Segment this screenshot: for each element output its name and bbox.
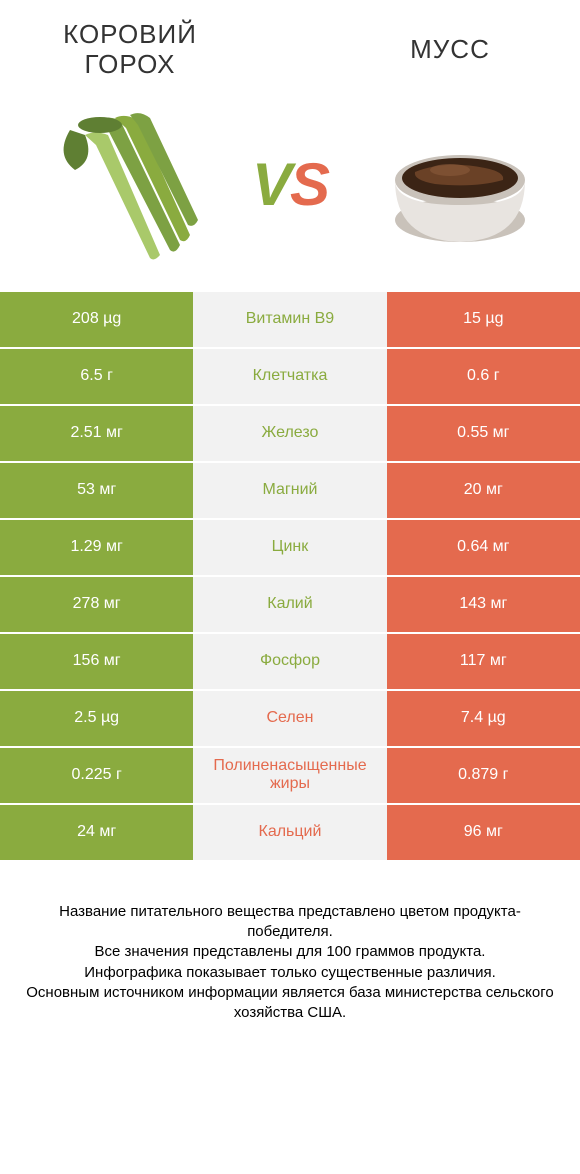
right-image [370,100,550,270]
value-left: 53 мг [0,463,193,518]
value-left: 278 мг [0,577,193,632]
value-right: 0.879 г [387,748,580,803]
footer-line: Инфографика показывает только существенн… [20,963,560,983]
nutrient-label: Витамин B9 [193,292,386,347]
value-left: 156 мг [0,634,193,689]
value-right: 15 µg [387,292,580,347]
value-right: 143 мг [387,577,580,632]
comparison-table: 208 µgВитамин B915 µg6.5 гКлетчатка0.6 г… [0,290,580,862]
value-right: 0.6 г [387,349,580,404]
value-right: 0.64 мг [387,520,580,575]
images-row: VS [0,90,580,290]
table-row: 24 мгКальций96 мг [0,805,580,862]
vs-v: V [252,151,290,218]
value-right: 20 мг [387,463,580,518]
value-left: 6.5 г [0,349,193,404]
vs-s: S [290,151,328,218]
nutrient-label: Кальций [193,805,386,860]
footer-line: Основным источником информации является … [20,983,560,1024]
title-right: МУСС [350,35,550,65]
green-beans-icon [30,100,210,270]
table-row: 0.225 гПолиненасыщенные жиры0.879 г [0,748,580,805]
nutrient-label: Фосфор [193,634,386,689]
value-left: 0.225 г [0,748,193,803]
nutrient-label: Клетчатка [193,349,386,404]
value-right: 7.4 µg [387,691,580,746]
value-left: 208 µg [0,292,193,347]
nutrient-label: Полиненасыщенные жиры [193,748,386,803]
footer-notes: Название питательного вещества представл… [0,862,580,1024]
title-left: КОРОВИЙ ГОРОХ [30,20,230,80]
left-image [30,100,210,270]
value-left: 2.5 µg [0,691,193,746]
value-right: 0.55 мг [387,406,580,461]
vs-label: VS [252,150,328,219]
value-left: 24 мг [0,805,193,860]
nutrient-label: Селен [193,691,386,746]
value-left: 2.51 мг [0,406,193,461]
table-row: 278 мгКалий143 мг [0,577,580,634]
table-row: 156 мгФосфор117 мг [0,634,580,691]
value-right: 96 мг [387,805,580,860]
nutrient-label: Цинк [193,520,386,575]
footer-line: Название питательного вещества представл… [20,902,560,943]
table-row: 208 µgВитамин B915 µg [0,292,580,349]
table-row: 1.29 мгЦинк0.64 мг [0,520,580,577]
nutrient-label: Железо [193,406,386,461]
nutrient-label: Магний [193,463,386,518]
header: КОРОВИЙ ГОРОХ МУСС [0,0,580,90]
table-row: 53 мгМагний20 мг [0,463,580,520]
mousse-icon [375,110,545,260]
nutrient-label: Калий [193,577,386,632]
value-right: 117 мг [387,634,580,689]
value-left: 1.29 мг [0,520,193,575]
table-row: 2.5 µgСелен7.4 µg [0,691,580,748]
table-row: 2.51 мгЖелезо0.55 мг [0,406,580,463]
table-row: 6.5 гКлетчатка0.6 г [0,349,580,406]
footer-line: Все значения представлены для 100 граммо… [20,942,560,962]
